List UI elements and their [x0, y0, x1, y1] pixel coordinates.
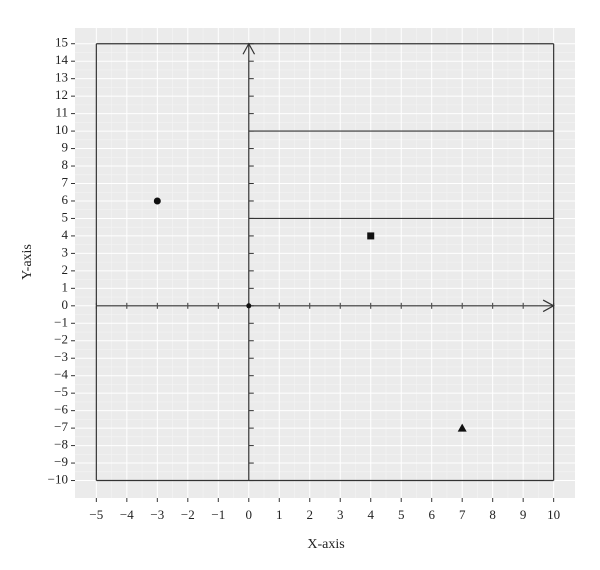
point — [246, 303, 252, 309]
y-tick-label: −10 — [48, 472, 68, 487]
y-tick-label: 4 — [62, 227, 69, 242]
y-tick-label: 3 — [62, 244, 69, 259]
y-tick-label: −6 — [54, 402, 68, 417]
y-tick-label: 6 — [62, 192, 69, 207]
arrow-head — [542, 299, 555, 313]
point — [153, 197, 161, 205]
y-axis-title: Y-axis — [20, 244, 35, 280]
x-tick-label: 2 — [307, 507, 314, 522]
y-tick-label: 9 — [62, 140, 69, 155]
x-tick-label: 7 — [459, 507, 466, 522]
y-tick-label: −4 — [54, 367, 68, 382]
y-tick-label: 14 — [55, 52, 69, 67]
x-tick-label: −5 — [89, 507, 103, 522]
y-tick-label: −2 — [54, 332, 68, 347]
y-tick-label: −1 — [54, 314, 68, 329]
arrow-head — [242, 42, 256, 55]
y-tick-label: −5 — [54, 384, 68, 399]
y-tick-label: 15 — [55, 35, 68, 50]
y-tick-label: 2 — [62, 262, 69, 277]
x-tick-label: 4 — [367, 507, 374, 522]
y-tick-label: 8 — [62, 157, 69, 172]
y-tick-label: 1 — [62, 279, 69, 294]
y-tick-label: −8 — [54, 437, 68, 452]
y-tick-label: −3 — [54, 349, 68, 364]
point — [457, 423, 467, 432]
y-tick-label: 10 — [55, 122, 68, 137]
x-tick-label: 5 — [398, 507, 405, 522]
x-tick-label: 3 — [337, 507, 344, 522]
y-tick-label: 12 — [55, 87, 68, 102]
y-tick-label: −9 — [54, 454, 68, 469]
x-tick-label: 9 — [520, 507, 527, 522]
x-tick-label: 8 — [489, 507, 496, 522]
point — [367, 232, 375, 240]
x-tick-label: −3 — [150, 507, 164, 522]
x-tick-label: −2 — [181, 507, 195, 522]
x-tick-label: 0 — [246, 507, 253, 522]
x-tick-label: 6 — [428, 507, 435, 522]
y-tick-label: 7 — [62, 174, 69, 189]
x-tick-label: 10 — [547, 507, 560, 522]
x-axis-title: X-axis — [307, 537, 344, 552]
y-tick-label: 5 — [62, 209, 69, 224]
y-tick-label: −7 — [54, 419, 68, 434]
y-tick-label: 0 — [62, 297, 69, 312]
y-tick-label: 13 — [55, 70, 68, 85]
x-tick-label: −4 — [120, 507, 134, 522]
x-tick-label: −1 — [211, 507, 225, 522]
x-tick-label: 1 — [276, 507, 283, 522]
y-tick-label: 11 — [55, 105, 68, 120]
